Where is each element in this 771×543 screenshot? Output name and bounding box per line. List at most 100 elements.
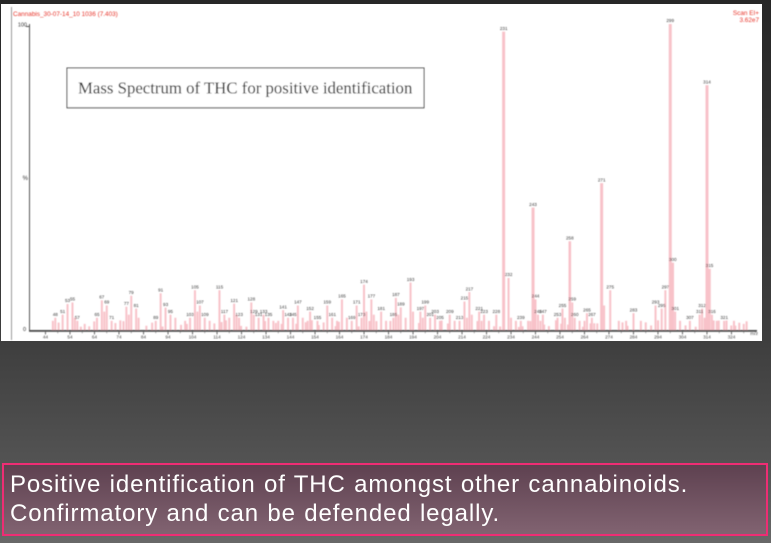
svg-text:193: 193 [407,277,415,282]
svg-text:316: 316 [708,309,716,314]
svg-text:48: 48 [53,312,59,317]
svg-text:284: 284 [630,335,638,340]
svg-text:135: 135 [265,312,273,317]
svg-text:147: 147 [294,300,302,305]
svg-text:324: 324 [728,335,736,340]
svg-text:228: 228 [492,309,500,314]
svg-text:152: 152 [306,306,314,311]
svg-text:247: 247 [539,309,547,314]
svg-text:144: 144 [287,335,295,340]
svg-text:304: 304 [679,335,687,340]
svg-text:91: 91 [158,288,164,293]
svg-text:71: 71 [109,315,115,320]
svg-text:315: 315 [706,263,714,268]
svg-text:259: 259 [568,297,576,302]
svg-text:128: 128 [247,297,255,302]
svg-text:93: 93 [163,302,169,307]
svg-text:103: 103 [186,312,194,317]
svg-text:254: 254 [556,335,564,340]
svg-text:95: 95 [168,309,174,314]
svg-text:141: 141 [279,304,287,309]
svg-text:231: 231 [500,26,508,31]
svg-text:265: 265 [583,307,591,312]
svg-text:100: 100 [18,23,27,29]
svg-text:65: 65 [94,312,100,317]
svg-text:3.62e7: 3.62e7 [739,17,759,24]
svg-text:117: 117 [221,309,229,314]
svg-text:165: 165 [338,294,346,299]
svg-text:74: 74 [116,335,122,340]
svg-text:314: 314 [703,335,711,340]
svg-text:255: 255 [559,303,567,308]
svg-text:271: 271 [598,177,606,182]
svg-text:123: 123 [235,312,243,317]
svg-text:121: 121 [230,298,238,303]
svg-text:174: 174 [360,279,368,284]
svg-text:209: 209 [446,309,454,314]
svg-text:105: 105 [191,284,199,289]
svg-text:203: 203 [431,309,439,314]
svg-text:187: 187 [392,292,400,297]
svg-text:64: 64 [92,335,98,340]
svg-text:143: 143 [284,312,292,317]
svg-text:215: 215 [461,296,469,301]
svg-text:114: 114 [213,335,221,340]
svg-text:245: 245 [534,309,542,314]
svg-text:145: 145 [289,312,297,317]
svg-text:94: 94 [165,335,171,340]
svg-text:109: 109 [201,312,209,317]
svg-text:264: 264 [581,335,589,340]
svg-text:204: 204 [434,335,442,340]
svg-text:217: 217 [466,286,474,291]
svg-text:54: 54 [67,335,73,340]
svg-text:107: 107 [196,300,204,305]
svg-text:185: 185 [390,312,398,317]
svg-text:189: 189 [397,302,405,307]
svg-text:283: 283 [630,307,638,312]
svg-text:294: 294 [654,335,662,340]
svg-text:301: 301 [671,306,679,311]
svg-text:260: 260 [571,312,579,317]
svg-text:164: 164 [336,335,344,340]
svg-text:239: 239 [517,315,525,320]
svg-text:131: 131 [255,312,263,317]
svg-text:115: 115 [216,284,224,289]
svg-text:299: 299 [666,18,674,23]
svg-text:201: 201 [426,312,434,317]
svg-text:244: 244 [532,294,540,299]
svg-text:84: 84 [141,335,147,340]
svg-text:293: 293 [652,300,660,305]
svg-text:199: 199 [421,300,429,305]
svg-text:243: 243 [529,202,537,207]
svg-text:205: 205 [436,315,444,320]
svg-text:%: % [23,176,29,182]
svg-text:57: 57 [75,315,81,320]
svg-text:314: 314 [703,79,711,84]
svg-text:267: 267 [588,312,596,317]
svg-text:184: 184 [385,335,393,340]
svg-text:223: 223 [480,309,488,314]
svg-text:133: 133 [260,309,268,314]
svg-text:194: 194 [409,335,417,340]
svg-text:159: 159 [323,300,331,305]
svg-text:67: 67 [99,295,105,300]
svg-text:181: 181 [377,306,385,311]
svg-text:173: 173 [358,312,366,317]
svg-text:312: 312 [698,303,706,308]
svg-text:m/z: m/z [750,331,758,337]
svg-text:124: 124 [238,335,246,340]
svg-text:171: 171 [353,300,361,305]
svg-text:295: 295 [658,303,666,308]
svg-text:177: 177 [368,294,376,299]
svg-text:275: 275 [606,284,614,289]
svg-text:Scan EI+: Scan EI+ [733,10,759,17]
svg-text:307: 307 [686,315,694,320]
svg-text:0: 0 [23,327,26,333]
svg-text:161: 161 [328,312,336,317]
svg-text:300: 300 [669,257,677,262]
svg-text:44: 44 [43,335,49,340]
svg-text:79: 79 [129,290,135,295]
svg-text:253: 253 [554,312,562,317]
svg-text:89: 89 [153,315,159,320]
svg-text:55: 55 [70,297,76,302]
